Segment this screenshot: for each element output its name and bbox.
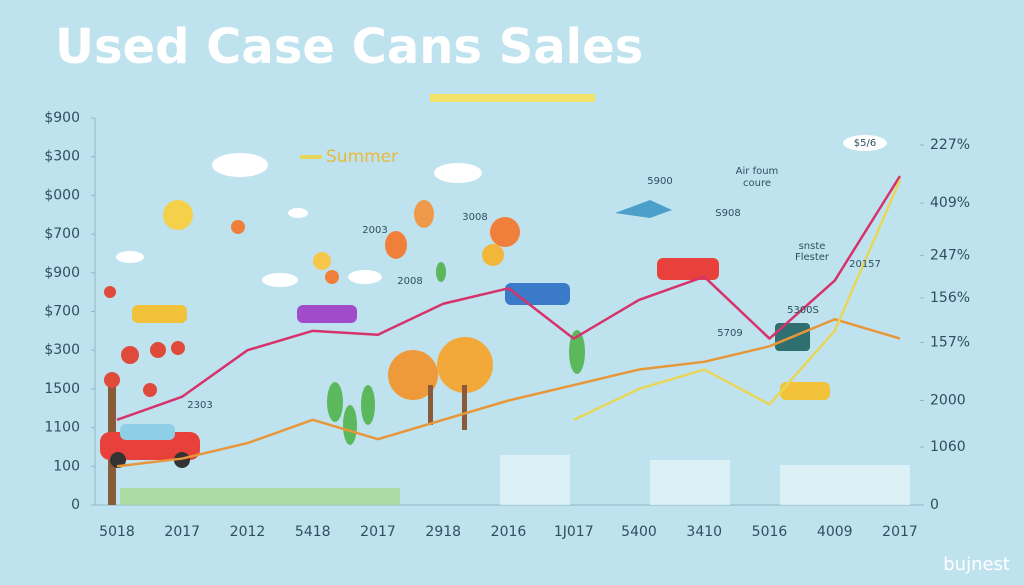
annotation: 5900 xyxy=(647,176,672,187)
y-tick-label: $000 xyxy=(44,187,80,203)
y2-tick-label: 1060 xyxy=(930,439,966,455)
annotation: Air foum xyxy=(736,166,779,177)
x-tick-label: 3410 xyxy=(686,524,722,540)
x-tick-label: 2017 xyxy=(164,524,200,540)
y-tick-label: $900 xyxy=(44,265,80,281)
x-tick-label: 5016 xyxy=(752,524,788,540)
x-tick-label: 2012 xyxy=(230,524,266,540)
y2-tick-label: 157% xyxy=(930,334,970,350)
decorations xyxy=(100,135,910,505)
annotation: Flester xyxy=(795,252,830,263)
y-tick-label: $700 xyxy=(44,226,80,242)
y2-tick-label: 156% xyxy=(930,290,970,306)
title-underline xyxy=(430,94,595,102)
x-tick-label: 1J017 xyxy=(554,524,594,540)
x-tick-label: 5418 xyxy=(295,524,331,540)
x-tick-label: 2017 xyxy=(882,524,918,540)
series-line xyxy=(573,179,902,421)
x-tick-label: 2016 xyxy=(491,524,527,540)
x-tick-label: 5400 xyxy=(621,524,657,540)
y-tick-label: 1100 xyxy=(44,420,80,436)
chart-title: Used Case Cans Sales xyxy=(55,19,643,75)
annotation: S908 xyxy=(715,208,740,219)
annotation: 2008 xyxy=(397,276,422,287)
y-tick-label: 0 xyxy=(71,497,80,513)
y-tick-label: $700 xyxy=(44,304,80,320)
annotation: 5709 xyxy=(717,328,742,339)
series-line xyxy=(116,317,901,468)
annotation: coure xyxy=(743,178,771,189)
watermark: bujnest xyxy=(943,554,1010,575)
x-tick-label: 2918 xyxy=(425,524,461,540)
y-tick-label: $900 xyxy=(44,110,80,126)
y2-tick-label: 2000 xyxy=(930,393,966,409)
y-tick-label: $300 xyxy=(44,149,80,165)
y-tick-label: $300 xyxy=(44,342,80,358)
annotation: 5300S xyxy=(787,305,819,316)
annotation: 20157 xyxy=(849,259,881,270)
y-tick-label: 1500 xyxy=(44,381,80,397)
y2-tick-label: 409% xyxy=(930,195,970,211)
y2-tick-label: 0 xyxy=(930,497,939,513)
y2-tick-label: 247% xyxy=(930,247,970,263)
annotation: 2003 xyxy=(362,225,387,236)
annotation: snste xyxy=(799,241,826,252)
annotation: $5/6 xyxy=(854,138,876,149)
x-tick-label: 2017 xyxy=(360,524,396,540)
annotation: 2303 xyxy=(187,400,212,411)
x-tick-label: 5018 xyxy=(99,524,135,540)
x-tick-label: 4009 xyxy=(817,524,853,540)
legend-label: Summer xyxy=(326,147,398,167)
series-line xyxy=(116,175,902,422)
annotation: 3008 xyxy=(462,212,487,223)
y-tick-label: 100 xyxy=(53,458,80,474)
y2-tick-label: 227% xyxy=(930,137,970,153)
